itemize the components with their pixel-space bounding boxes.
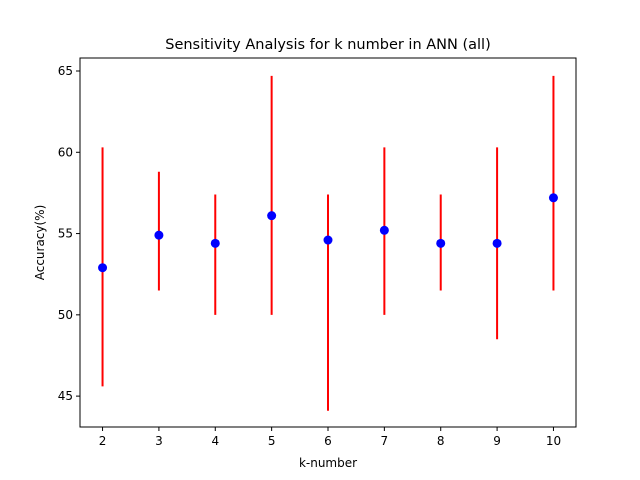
y-tick-label: 60 bbox=[58, 145, 73, 159]
x-tick-label: 8 bbox=[437, 434, 445, 448]
x-tick-label: 9 bbox=[493, 434, 501, 448]
x-tick-label: 10 bbox=[546, 434, 561, 448]
x-tick-label: 7 bbox=[381, 434, 389, 448]
x-tick-label: 3 bbox=[155, 434, 163, 448]
y-axis-label: Accuracy(%) bbox=[33, 205, 47, 281]
y-tick-label: 45 bbox=[58, 389, 73, 403]
chart-title: Sensitivity Analysis for k number in ANN… bbox=[165, 37, 491, 53]
data-point bbox=[154, 230, 164, 240]
x-tick-label: 5 bbox=[268, 434, 276, 448]
data-point bbox=[98, 263, 108, 273]
x-tick-label: 6 bbox=[324, 434, 332, 448]
data-point bbox=[492, 238, 502, 248]
x-tick-label: 2 bbox=[99, 434, 107, 448]
data-point bbox=[210, 238, 220, 248]
plot-area bbox=[98, 75, 558, 411]
data-point bbox=[548, 193, 558, 203]
data-point bbox=[379, 225, 389, 235]
data-point bbox=[323, 235, 333, 245]
y-tick-label: 50 bbox=[58, 308, 73, 322]
y-tick-label: 65 bbox=[58, 64, 73, 78]
data-point bbox=[267, 211, 277, 221]
x-tick-label: 4 bbox=[211, 434, 219, 448]
data-point bbox=[436, 238, 446, 248]
x-axis-label: k-number bbox=[299, 456, 357, 470]
y-tick-label: 55 bbox=[58, 227, 73, 241]
